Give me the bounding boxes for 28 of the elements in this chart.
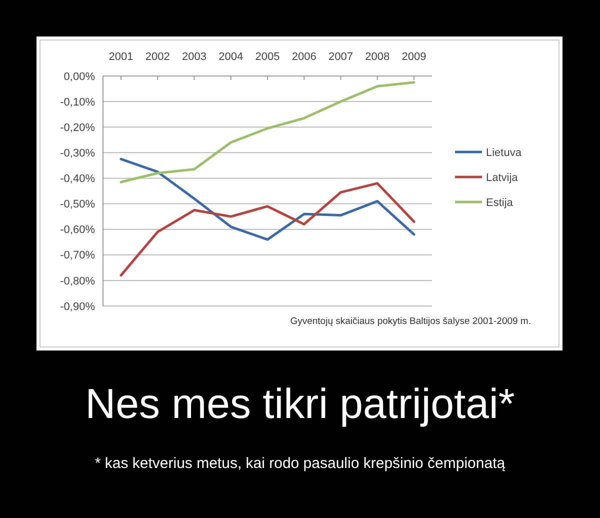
y-tick-label: 0,00%: [64, 70, 96, 83]
x-tick-label: 2004: [218, 51, 244, 63]
y-tick-label: -0,80%: [60, 275, 96, 288]
x-tick-label: 2007: [328, 51, 353, 63]
line-series: [120, 81, 416, 184]
x-tick-label: 2008: [365, 51, 390, 63]
text: Nes mes tikri patrijotai*: [85, 380, 515, 427]
y-tick-label: -0,60%: [60, 224, 96, 236]
text: Gyventojų skaičiaus pokytis Baltijos šalyse 2001-2009 m.: [290, 316, 531, 327]
line-series: [120, 182, 416, 277]
legend-label: Latvija: [486, 172, 519, 184]
y-tick-label: -0,50%: [60, 198, 96, 211]
y-tick-label: -0,20%: [60, 122, 96, 134]
text: * kas ketverius metus, kai rodo pasaulio krepšinio čempionatą: [94, 455, 506, 472]
x-tick-label: 2001: [108, 51, 134, 63]
y-tick-label: -0,40%: [60, 173, 96, 186]
y-tick-label: -0,90%: [60, 300, 96, 313]
y-tick-label: -0,30%: [60, 148, 96, 160]
y-tick-label: -0,10%: [60, 96, 96, 108]
x-tick-label: 2005: [255, 51, 280, 63]
y-tick-label: -0,70%: [60, 250, 96, 262]
x-tick-label: 2003: [182, 51, 206, 63]
x-tick-label: 2006: [292, 51, 316, 63]
legend-label: Estija: [486, 196, 514, 209]
x-tick-label: 2009: [402, 51, 426, 63]
x-tick-label: 2002: [145, 51, 170, 63]
line-series: [120, 158, 416, 241]
legend-label: Lietuva: [486, 146, 522, 159]
